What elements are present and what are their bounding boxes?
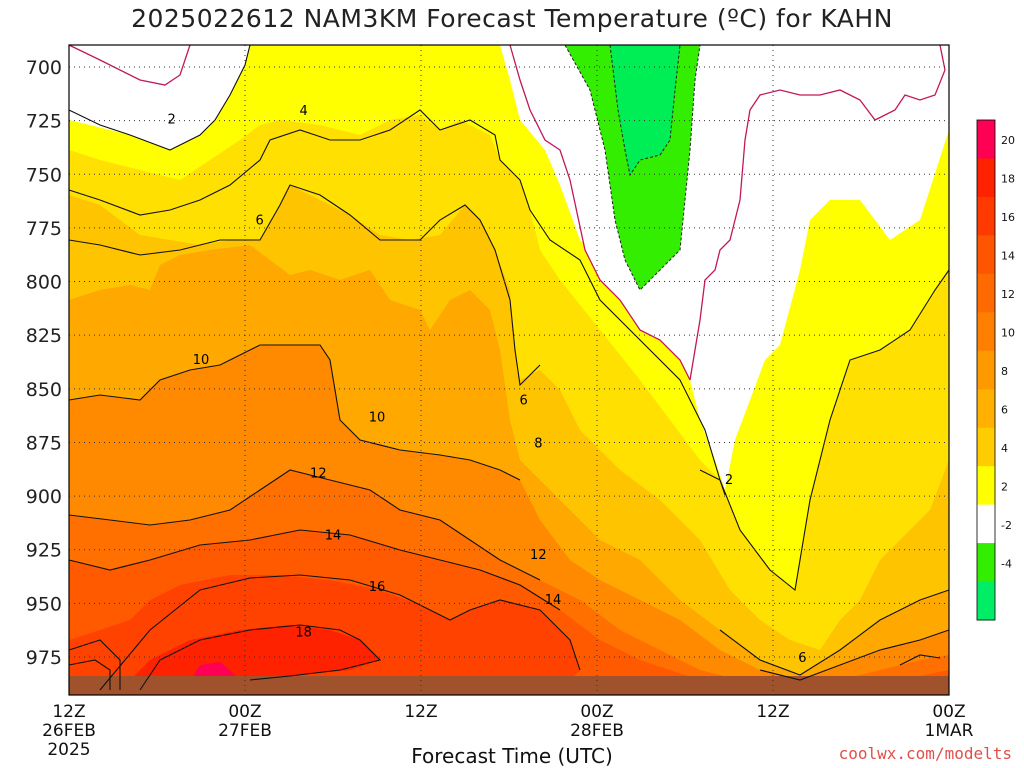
contour-lines bbox=[68, 44, 950, 691]
x-tick-label: 12Z bbox=[756, 702, 789, 722]
colorbar-label: 16 bbox=[1001, 211, 1015, 224]
colorbar-segment bbox=[977, 120, 995, 159]
contour-label: 14 bbox=[325, 529, 342, 544]
y-tick-label: 825 bbox=[26, 325, 62, 347]
contour-label: 12 bbox=[310, 466, 327, 481]
x-axis-title: Forecast Time (UTC) bbox=[411, 744, 613, 768]
temperature-bands bbox=[69, 45, 949, 695]
colorbar: 20 18 16 14 12 10 8 6 4 2 -2 -4 bbox=[976, 119, 1015, 621]
contour-label: 10 bbox=[369, 411, 386, 426]
x-tick-label: 28FEB bbox=[570, 721, 624, 741]
credit-text: coolwx.com/modelts bbox=[838, 744, 1012, 763]
colorbar-segment bbox=[977, 427, 995, 467]
colorbar-frame bbox=[976, 119, 996, 621]
band-minus4 bbox=[610, 45, 680, 175]
y-axis-ticks: 700 725 750 775 800 825 850 875 900 925 950 975 bbox=[26, 57, 62, 669]
contour-label: 18 bbox=[295, 625, 312, 640]
colorbar-label: -2 bbox=[1001, 519, 1012, 532]
band-18-20 bbox=[120, 625, 380, 690]
colorbar-label: -4 bbox=[1001, 557, 1012, 570]
x-tick-label: 12Z bbox=[52, 702, 85, 722]
contour-label: 14 bbox=[545, 593, 562, 608]
x-tick-label: 1MAR bbox=[925, 721, 974, 741]
colorbar-label: 12 bbox=[1001, 288, 1015, 301]
colorbar-label: 2 bbox=[1001, 480, 1008, 493]
y-tick-label: 875 bbox=[26, 432, 62, 454]
y-tick-label: 775 bbox=[26, 218, 62, 240]
x-tick-label: 00Z bbox=[580, 702, 613, 722]
y-tick-label: 975 bbox=[26, 647, 62, 669]
chart-title: 2025022612 NAM3KM Forecast Temperature (… bbox=[131, 4, 893, 33]
x-tick-label: 12Z bbox=[404, 702, 437, 722]
y-tick-label: 900 bbox=[26, 486, 62, 508]
y-tick-label: 950 bbox=[26, 593, 62, 615]
colorbar-segment bbox=[977, 543, 995, 583]
colorbar-label: 6 bbox=[1001, 403, 1008, 416]
contour-label: 6 bbox=[256, 213, 264, 228]
y-tick-label: 700 bbox=[26, 57, 62, 79]
y-tick-label: 750 bbox=[26, 164, 62, 186]
negative-contours bbox=[564, 44, 701, 291]
x-tick-label: 00Z bbox=[932, 702, 965, 722]
contour-labels: 2 4 6 10 10 12 14 16 18 6 8 12 14 2 6 bbox=[168, 104, 807, 666]
band-0-2-mid bbox=[510, 45, 945, 380]
colorbar-segment bbox=[977, 350, 995, 390]
colorbar-label: 20 bbox=[1001, 134, 1015, 147]
colorbar-label: 4 bbox=[1001, 442, 1008, 455]
contour-label: 4 bbox=[300, 104, 308, 119]
plot-frame bbox=[68, 44, 950, 696]
contour-label: 6 bbox=[520, 394, 528, 409]
contour-label: 16 bbox=[369, 580, 386, 595]
colorbar-segment bbox=[977, 158, 995, 198]
colorbar-segment bbox=[977, 466, 995, 506]
x-tick-label: 27FEB bbox=[218, 721, 272, 741]
contour-label: 8 bbox=[534, 436, 542, 451]
y-tick-label: 925 bbox=[26, 540, 62, 562]
y-tick-label: 850 bbox=[26, 379, 62, 401]
x-tick-label: 2025 bbox=[47, 740, 90, 760]
colorbar-segment bbox=[977, 235, 995, 275]
contour-label: 2 bbox=[725, 473, 733, 488]
colorbar-label: 14 bbox=[1001, 250, 1015, 263]
y-tick-label: 725 bbox=[26, 111, 62, 133]
colorbar-segment bbox=[977, 196, 995, 236]
colorbar-segment bbox=[977, 389, 995, 429]
colorbar-segment bbox=[977, 581, 995, 621]
grid bbox=[69, 45, 949, 695]
ground bbox=[69, 676, 949, 695]
colorbar-label: 8 bbox=[1001, 365, 1008, 378]
colorbar-segment bbox=[977, 273, 995, 313]
colorbar-segment bbox=[977, 312, 995, 352]
colorbar-label: 10 bbox=[1001, 327, 1015, 340]
contour-label: 10 bbox=[193, 353, 210, 368]
contour-label: 6 bbox=[798, 651, 806, 666]
y-tick-label: 800 bbox=[26, 272, 62, 294]
colorbar-label: 18 bbox=[1001, 173, 1015, 186]
contour-label: 2 bbox=[168, 112, 176, 127]
colorbar-segment bbox=[977, 504, 995, 544]
freezing-contours bbox=[68, 44, 946, 381]
contour-label: 12 bbox=[530, 548, 547, 563]
x-tick-label: 00Z bbox=[228, 702, 261, 722]
x-tick-label: 26FEB bbox=[42, 721, 96, 741]
